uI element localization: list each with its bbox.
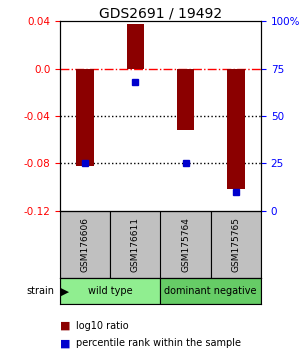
Text: GSM175765: GSM175765 xyxy=(231,217,240,272)
Bar xyxy=(60,278,160,304)
Text: ■: ■ xyxy=(60,321,70,331)
Text: wild type: wild type xyxy=(88,286,133,296)
Text: percentile rank within the sample: percentile rank within the sample xyxy=(76,338,242,348)
Text: strain: strain xyxy=(26,286,54,296)
Bar xyxy=(211,211,261,278)
Text: dominant negative: dominant negative xyxy=(164,286,257,296)
Bar xyxy=(227,69,245,189)
Text: ■: ■ xyxy=(60,338,70,348)
Bar xyxy=(110,211,160,278)
Bar xyxy=(76,69,94,166)
Bar xyxy=(177,69,194,130)
Bar xyxy=(127,24,144,69)
Text: GSM175764: GSM175764 xyxy=(181,217,190,272)
Title: GDS2691 / 19492: GDS2691 / 19492 xyxy=(99,6,222,20)
Text: log10 ratio: log10 ratio xyxy=(76,321,129,331)
Text: GSM176611: GSM176611 xyxy=(131,217,140,272)
Bar xyxy=(160,278,261,304)
Bar xyxy=(160,211,211,278)
Text: ▶: ▶ xyxy=(57,286,69,296)
Text: GSM176606: GSM176606 xyxy=(81,217,90,272)
Bar xyxy=(60,211,110,278)
